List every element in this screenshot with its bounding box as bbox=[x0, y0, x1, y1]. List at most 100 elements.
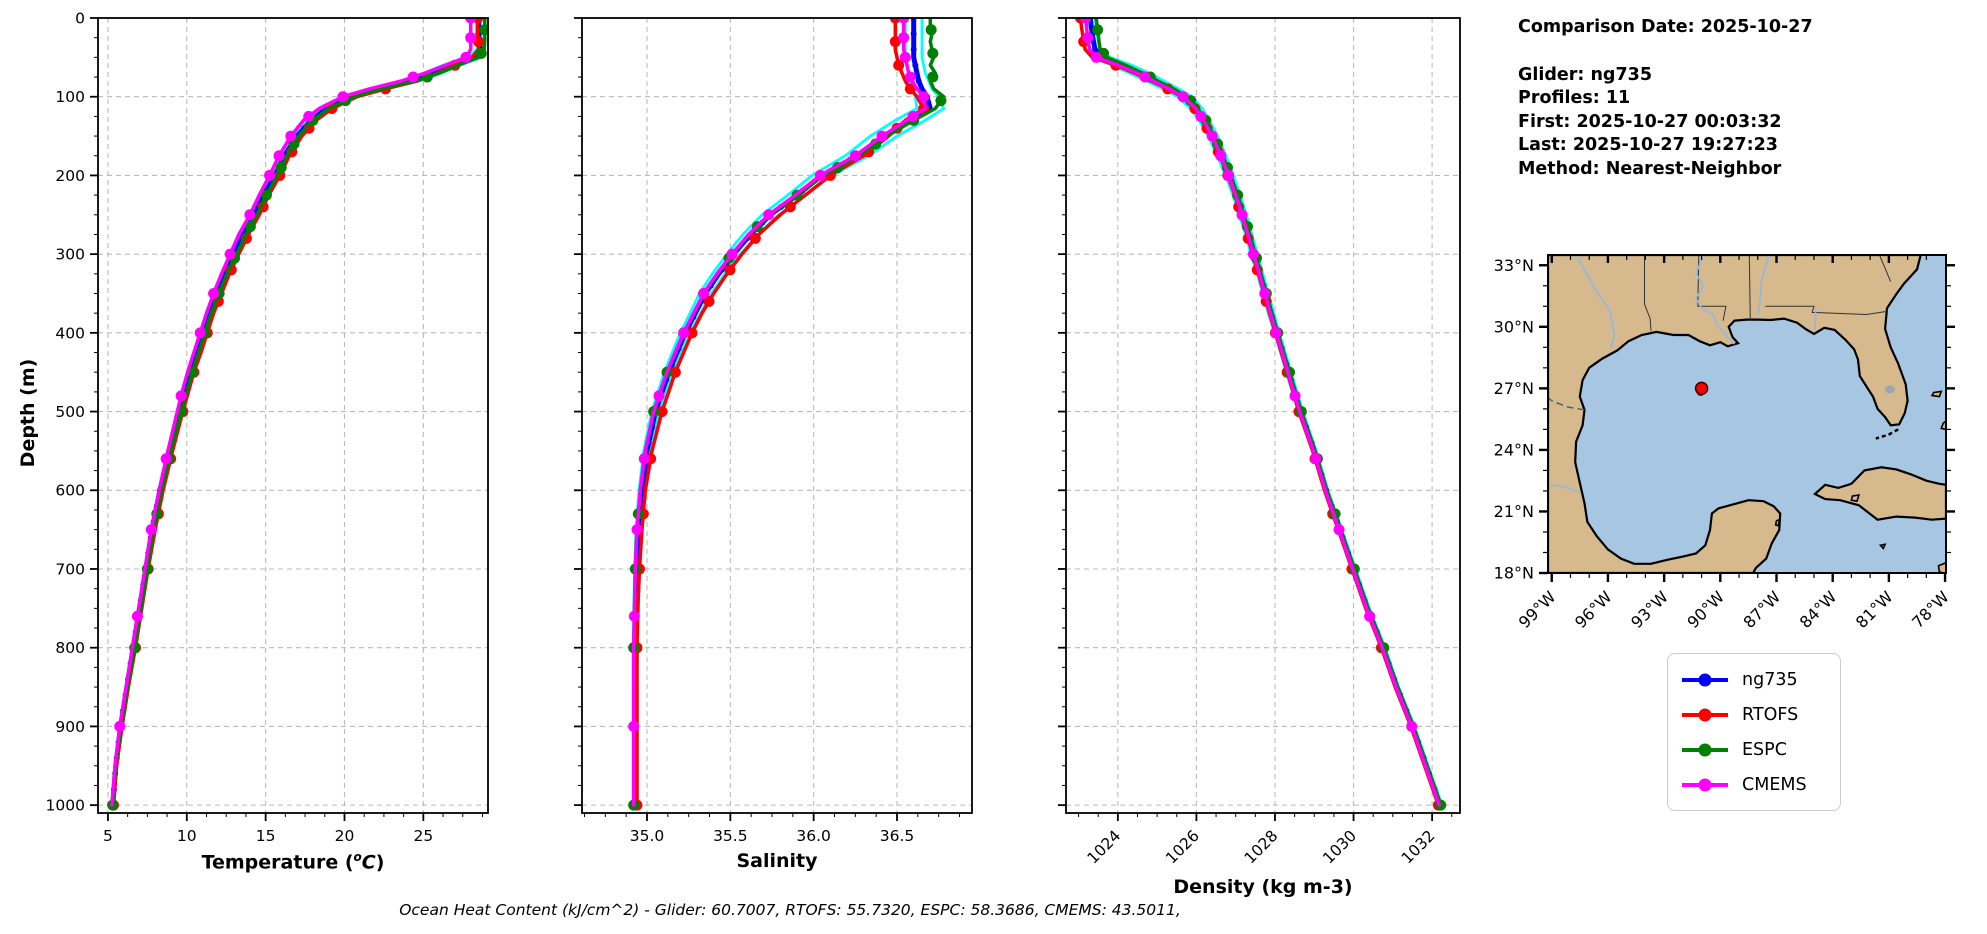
legend-item-ng735[interactable]: ng735 bbox=[1678, 662, 1828, 697]
info-panel: Comparison Date: 2025-10-27 Glider: ng73… bbox=[1518, 16, 1813, 181]
legend-label: CMEMS bbox=[1742, 774, 1807, 795]
svg-text:36.5: 36.5 bbox=[880, 827, 915, 845]
svg-text:87°W: 87°W bbox=[1740, 587, 1785, 632]
svg-text:36.0: 36.0 bbox=[796, 827, 831, 845]
ticks-density: 1024 1026 1028 1030 1032 bbox=[1058, 17, 1453, 868]
plot-frame-temperature bbox=[97, 17, 489, 814]
series-ESPC-temperature bbox=[107, 18, 488, 811]
legend-item-RTOFS[interactable]: RTOFS bbox=[1678, 697, 1828, 732]
map-land-cuba bbox=[1812, 466, 1946, 521]
svg-text:96°W: 96°W bbox=[1571, 587, 1616, 632]
first-profile-time-text: First: 2025-10-27 00:03:32 bbox=[1518, 111, 1782, 132]
svg-text:33°N: 33°N bbox=[1494, 256, 1534, 275]
svg-text:300: 300 bbox=[55, 246, 85, 264]
svg-text:93°W: 93°W bbox=[1627, 587, 1672, 632]
svg-text:84°W: 84°W bbox=[1796, 587, 1841, 632]
comparison-date-text: Comparison Date: 2025-10-27 bbox=[1518, 17, 1813, 37]
map-state-border bbox=[1697, 255, 1727, 321]
density-axis-label: Density (kg m-3) bbox=[1173, 876, 1353, 898]
map-islet bbox=[1937, 561, 1946, 573]
series-CMEMS-density bbox=[1080, 18, 1441, 807]
map-frame bbox=[1547, 254, 1947, 574]
map-us-mexico-border bbox=[1548, 397, 1585, 411]
svg-text:600: 600 bbox=[55, 482, 85, 500]
svg-text:1030: 1030 bbox=[1319, 827, 1360, 868]
plot-density: 1024 1026 1028 1030 1032 bbox=[1058, 17, 1461, 868]
map-land-mainland bbox=[1548, 255, 1922, 573]
ticks-salinity: 35.0 35.5 36.0 36.5 bbox=[574, 17, 960, 845]
svg-text:0: 0 bbox=[75, 9, 85, 27]
svg-text:81°W: 81°W bbox=[1852, 587, 1897, 632]
svg-text:18°N: 18°N bbox=[1494, 564, 1534, 583]
map-islet bbox=[1850, 493, 1861, 503]
legend-line-sample-ng735 bbox=[1682, 673, 1728, 686]
svg-text:1028: 1028 bbox=[1241, 827, 1282, 868]
svg-text:27°N: 27°N bbox=[1494, 379, 1534, 398]
temperature-axis-label: Temperature (oC) bbox=[98, 850, 488, 873]
legend-line-sample-CMEMS bbox=[1682, 778, 1728, 791]
last-profile-time-text: Last: 2025-10-27 19:27:23 bbox=[1518, 135, 1778, 155]
map-islet bbox=[1930, 390, 1943, 398]
legend-item-ESPC[interactable]: ESPC bbox=[1678, 732, 1828, 767]
series-ESPC-density bbox=[1092, 18, 1447, 811]
svg-text:1024: 1024 bbox=[1084, 827, 1125, 868]
map-florida-keys bbox=[1875, 428, 1899, 440]
salinity-axis-label: Salinity bbox=[736, 850, 818, 872]
temperature-axis-label-close: ) bbox=[375, 851, 385, 874]
map-river bbox=[1548, 484, 1580, 493]
glider-name-text: Glider: ng735 bbox=[1518, 64, 1652, 85]
svg-text:35.0: 35.0 bbox=[630, 827, 665, 845]
svg-text:1026: 1026 bbox=[1162, 827, 1203, 868]
map-gulf-of-mexico: 33°N 30°N 27°N 24°N 21°N 18°N 99°W 96°W 93°W 90°W… bbox=[1494, 254, 1955, 632]
svg-text:1032: 1032 bbox=[1398, 827, 1439, 868]
svg-text:25: 25 bbox=[413, 827, 433, 845]
svg-text:100: 100 bbox=[55, 88, 85, 106]
series-CMEMS-salinity bbox=[628, 18, 930, 807]
map-state-border bbox=[1765, 305, 1888, 316]
svg-text:99°W: 99°W bbox=[1515, 587, 1560, 632]
svg-text:24°N: 24°N bbox=[1494, 441, 1534, 460]
svg-text:20: 20 bbox=[335, 827, 355, 845]
svg-text:900: 900 bbox=[55, 718, 85, 736]
profiles-count-text: Profiles: 11 bbox=[1518, 88, 1631, 108]
svg-text:1000: 1000 bbox=[46, 797, 85, 815]
method-text: Method: Nearest-Neighbor bbox=[1518, 158, 1782, 179]
svg-text:21°N: 21°N bbox=[1494, 502, 1534, 521]
map-river bbox=[1695, 255, 1735, 345]
svg-text:90°W: 90°W bbox=[1683, 587, 1728, 632]
map-state-border bbox=[1879, 255, 1892, 282]
svg-text:78°W: 78°W bbox=[1908, 587, 1953, 632]
svg-text:30°N: 30°N bbox=[1494, 317, 1534, 336]
grid-salinity bbox=[582, 17, 972, 813]
plot-temperature: 0 100 200 300 400 500 600 700 800 900 1000 5 10 15 20 2… bbox=[46, 9, 489, 845]
temperature-axis-label-unit: C bbox=[361, 851, 376, 874]
map-lake-okeechobee bbox=[1884, 385, 1895, 394]
series-ESPC-salinity bbox=[628, 18, 947, 811]
map-state-border bbox=[1644, 255, 1652, 331]
legend-label: ng735 bbox=[1742, 669, 1798, 690]
ticks-temperature: 0 100 200 300 400 500 600 700 800 900 1000 5 10 15 20 2… bbox=[46, 9, 483, 845]
plot-frame-salinity bbox=[581, 17, 973, 814]
legend-item-CMEMS[interactable]: CMEMS bbox=[1678, 767, 1828, 802]
legend-label: ESPC bbox=[1742, 739, 1787, 760]
series-CMEMS-temperature bbox=[110, 18, 477, 807]
legend: ng735 RTOFS ESPC CMEMS bbox=[1667, 653, 1841, 811]
svg-text:800: 800 bbox=[55, 639, 85, 657]
svg-text:15: 15 bbox=[256, 827, 276, 845]
plot-salinity: 35.0 35.5 36.0 36.5 bbox=[574, 17, 973, 845]
map-river bbox=[1575, 255, 1616, 349]
svg-text:200: 200 bbox=[55, 167, 85, 185]
plot-frame-density bbox=[1065, 17, 1461, 814]
svg-text:35.5: 35.5 bbox=[713, 827, 748, 845]
ocean-heat-content-text: Ocean Heat Content (kJ/cm^2) - Glider: 6… bbox=[399, 901, 1181, 919]
map-islet bbox=[1774, 518, 1781, 527]
map-river bbox=[1814, 307, 1817, 331]
svg-text:500: 500 bbox=[55, 403, 85, 421]
map-river bbox=[1757, 255, 1770, 315]
legend-label: RTOFS bbox=[1742, 704, 1799, 725]
temperature-axis-label-text: Temperature ( bbox=[201, 851, 354, 874]
legend-line-sample-RTOFS bbox=[1682, 708, 1728, 721]
depth-axis-label: Depth (m) bbox=[17, 358, 39, 468]
